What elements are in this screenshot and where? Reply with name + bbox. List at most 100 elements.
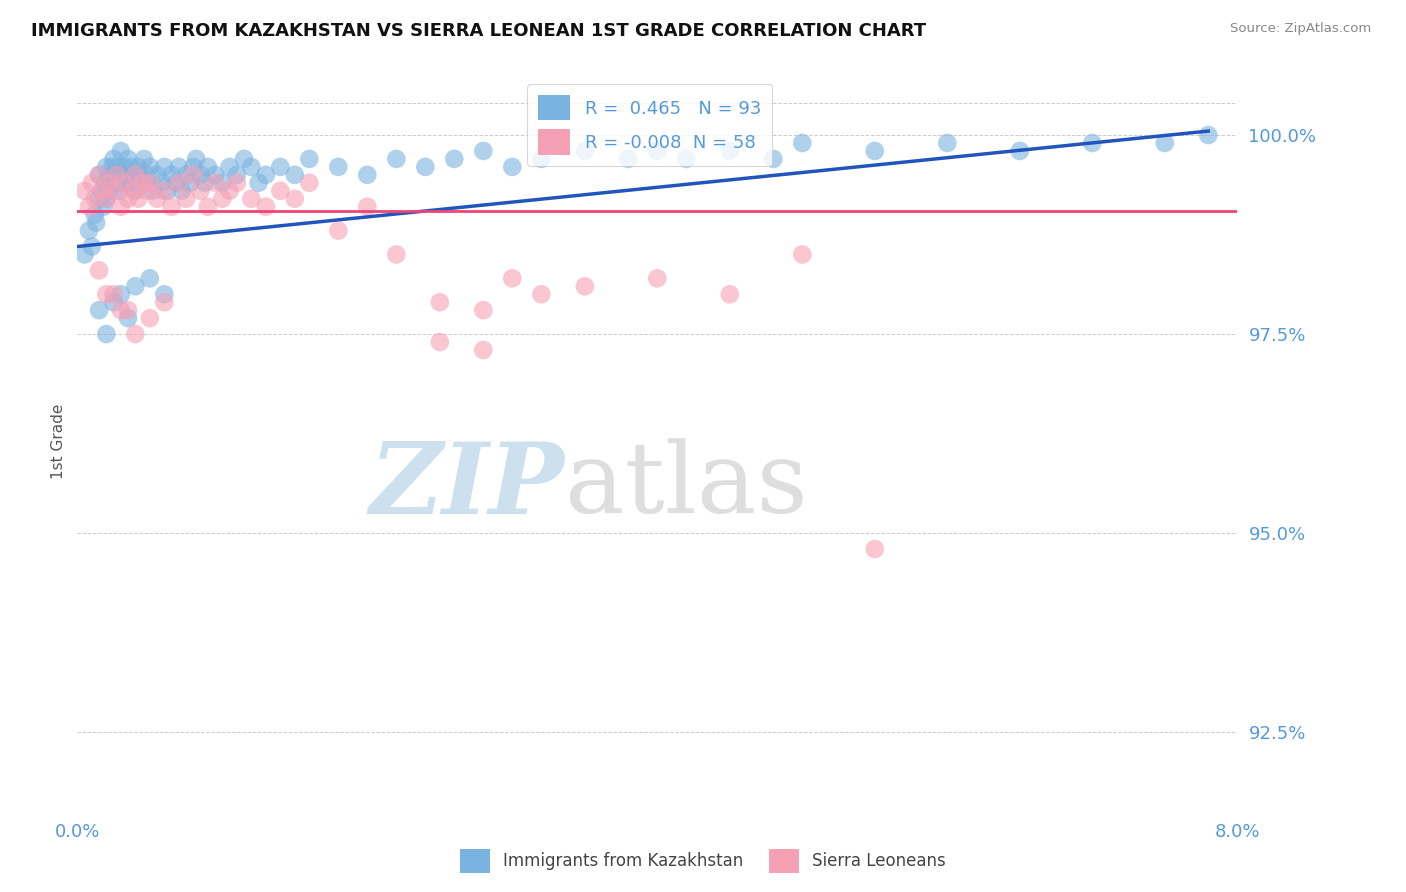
Point xyxy=(174,168,197,182)
Point xyxy=(472,343,495,357)
Point xyxy=(211,176,233,190)
Point xyxy=(211,192,233,206)
Point xyxy=(197,200,219,214)
Point xyxy=(142,184,165,198)
Point xyxy=(429,295,451,310)
Point xyxy=(110,168,132,182)
Point xyxy=(269,184,291,198)
Point xyxy=(190,168,212,182)
Point xyxy=(792,247,814,261)
Point xyxy=(93,200,115,214)
Point xyxy=(77,200,100,214)
Point xyxy=(98,176,121,190)
Point xyxy=(124,184,146,198)
Point xyxy=(112,176,135,190)
Point xyxy=(194,176,217,190)
Text: atlas: atlas xyxy=(565,438,807,533)
Point xyxy=(153,287,176,301)
Point xyxy=(103,152,125,166)
Point xyxy=(122,168,145,182)
Point xyxy=(240,160,263,174)
Point xyxy=(501,160,523,174)
Point xyxy=(156,184,179,198)
Point xyxy=(87,168,110,182)
Point xyxy=(120,160,142,174)
Point xyxy=(112,160,135,174)
Point xyxy=(863,144,886,158)
Point xyxy=(240,192,263,206)
Point xyxy=(183,168,205,182)
Point xyxy=(117,303,139,318)
Point xyxy=(225,176,247,190)
Point xyxy=(167,176,190,190)
Point xyxy=(574,279,596,293)
Point xyxy=(131,176,153,190)
Text: IMMIGRANTS FROM KAZAKHSTAN VS SIERRA LEONEAN 1ST GRADE CORRELATION CHART: IMMIGRANTS FROM KAZAKHSTAN VS SIERRA LEO… xyxy=(31,22,927,40)
Point xyxy=(127,192,149,206)
Y-axis label: 1st Grade: 1st Grade xyxy=(51,404,66,479)
Point xyxy=(284,168,307,182)
Point xyxy=(153,160,176,174)
Point xyxy=(443,152,465,166)
Point xyxy=(254,200,277,214)
Point xyxy=(110,287,132,301)
Point xyxy=(183,160,205,174)
Point xyxy=(284,192,307,206)
Point xyxy=(617,152,640,166)
Point xyxy=(170,184,193,198)
Point xyxy=(80,239,103,253)
Point xyxy=(204,176,226,190)
Point xyxy=(117,168,139,182)
Point xyxy=(84,216,107,230)
Text: ZIP: ZIP xyxy=(370,438,565,534)
Point xyxy=(131,176,153,190)
Point xyxy=(135,168,157,182)
Point xyxy=(103,287,125,301)
Point xyxy=(218,184,240,198)
Point xyxy=(98,184,121,198)
Point xyxy=(1008,144,1031,158)
Point xyxy=(501,271,523,285)
Point xyxy=(98,168,121,182)
Point xyxy=(179,176,201,190)
Point xyxy=(117,152,139,166)
Point xyxy=(328,223,350,237)
Point xyxy=(167,160,190,174)
Legend: Immigrants from Kazakhstan, Sierra Leoneans: Immigrants from Kazakhstan, Sierra Leone… xyxy=(454,842,952,880)
Point xyxy=(96,192,118,206)
Point xyxy=(105,176,128,190)
Point xyxy=(96,287,118,301)
Point xyxy=(128,168,150,182)
Point xyxy=(73,247,96,261)
Point xyxy=(103,168,125,182)
Point xyxy=(1081,136,1104,150)
Point xyxy=(124,168,146,182)
Point xyxy=(429,334,451,349)
Point xyxy=(197,160,219,174)
Point xyxy=(101,160,124,174)
Point xyxy=(103,295,125,310)
Point xyxy=(718,287,741,301)
Point xyxy=(269,160,291,174)
Point xyxy=(91,184,114,198)
Text: Source: ZipAtlas.com: Source: ZipAtlas.com xyxy=(1230,22,1371,36)
Point xyxy=(139,311,162,326)
Point xyxy=(124,327,146,342)
Point xyxy=(863,541,886,556)
Point xyxy=(675,152,697,166)
Point xyxy=(186,152,208,166)
Point xyxy=(218,160,240,174)
Point xyxy=(139,176,162,190)
Point xyxy=(298,176,321,190)
Point xyxy=(472,303,495,318)
Point xyxy=(530,287,553,301)
Point xyxy=(153,295,176,310)
Point xyxy=(1153,136,1175,150)
Point xyxy=(135,184,157,198)
Legend: R =  0.465   N = 93, R = -0.008  N = 58: R = 0.465 N = 93, R = -0.008 N = 58 xyxy=(527,84,772,166)
Point xyxy=(83,192,105,206)
Point xyxy=(124,279,146,293)
Point xyxy=(150,176,173,190)
Point xyxy=(73,184,96,198)
Point xyxy=(413,160,436,174)
